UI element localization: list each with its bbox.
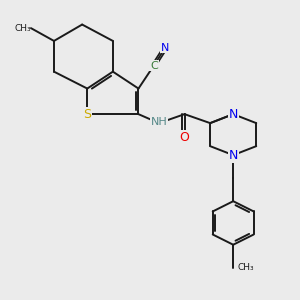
Text: NH: NH (151, 117, 167, 127)
Text: N: N (161, 43, 170, 52)
Text: N: N (229, 148, 238, 162)
Text: CH₃: CH₃ (237, 263, 254, 272)
Text: O: O (180, 131, 190, 144)
Text: C: C (150, 61, 158, 70)
Text: CH₃: CH₃ (14, 24, 31, 33)
Text: S: S (83, 108, 91, 121)
Text: N: N (229, 108, 238, 121)
